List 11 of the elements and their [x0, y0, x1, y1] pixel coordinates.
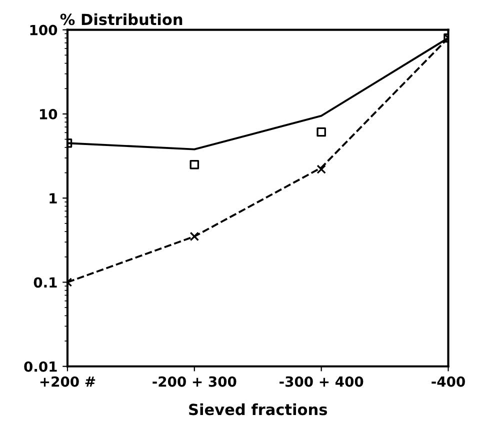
x-tick-label: -400: [432, 376, 465, 387]
y-axis-title: % Distribution: [60, 13, 182, 26]
y-tick-label: 100: [30, 24, 58, 36]
y-tick-label: 10: [40, 108, 58, 120]
x-axis-title: Sieved fractions: [189, 403, 328, 416]
x-tick-label: -200 + 300: [152, 376, 236, 387]
y-tick-label: 0.01: [24, 361, 57, 372]
y-tick-label: 0.1: [34, 277, 57, 288]
x-tick-label: -300 + 400: [280, 376, 364, 387]
x-tick-label: +200 #: [40, 376, 96, 387]
y-tick-label: 1: [50, 193, 57, 204]
